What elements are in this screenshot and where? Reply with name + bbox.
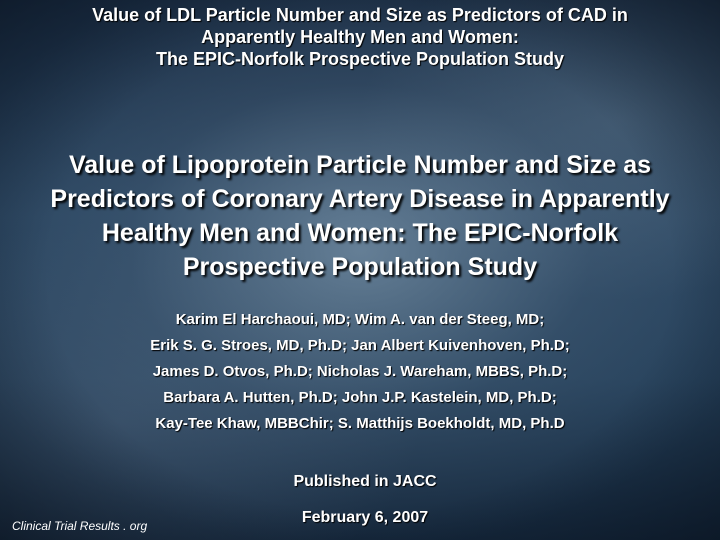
author-line-4: Barbara A. Hutten, Ph.D; John J.P. Kaste… bbox=[163, 389, 557, 406]
author-line-5: Kay-Tee Khaw, MBBChir; S. Matthijs Boekh… bbox=[155, 415, 565, 432]
author-line-3: James D. Otvos, Ph.D; Nicholas J. Wareha… bbox=[152, 363, 568, 380]
title-line-4: Prospective Population Study bbox=[182, 253, 538, 281]
publication-date: February 6, 2007 bbox=[301, 509, 429, 526]
author-line-2: Erik S. G. Stroes, MD, Ph.D; Jan Albert … bbox=[150, 337, 570, 354]
title-line-3: Healthy Men and Women: The EPIC-Norfolk bbox=[101, 219, 619, 247]
header-line-1: Value of LDL Particle Number and Size as… bbox=[92, 5, 628, 25]
author-line-1: Karim El Harchaoui, MD; Wim A. van der S… bbox=[175, 311, 545, 328]
header-line-3: The EPIC-Norfolk Prospective Population … bbox=[155, 49, 565, 69]
publication-journal: Published in JACC bbox=[293, 473, 437, 490]
source-footer: Clinical Trial Results . org bbox=[12, 519, 148, 533]
slide-header: Value of LDL Particle Number and Size as… bbox=[0, 4, 720, 70]
study-title: Value of Lipoprotein Particle Number and… bbox=[0, 148, 720, 284]
author-list: Karim El Harchaoui, MD; Wim A. van der S… bbox=[0, 307, 720, 437]
title-line-2: Predictors of Coronary Artery Disease in… bbox=[50, 185, 670, 213]
title-line-1: Value of Lipoprotein Particle Number and… bbox=[68, 151, 652, 179]
header-line-2: Apparently Healthy Men and Women: bbox=[201, 27, 519, 47]
